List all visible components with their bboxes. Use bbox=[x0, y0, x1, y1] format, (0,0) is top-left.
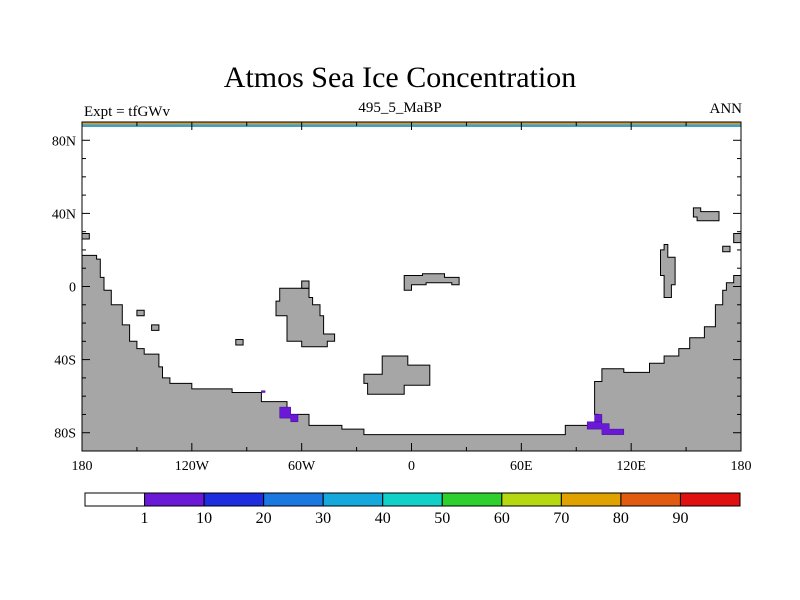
sea-ice-cell bbox=[279, 406, 299, 423]
land-region bbox=[660, 244, 676, 298]
land-region bbox=[301, 280, 310, 289]
land-region bbox=[692, 207, 720, 222]
colorbar-swatch bbox=[263, 492, 324, 507]
colorbar: 1 10 20 30 40 50 60 70 80 90 bbox=[84, 492, 741, 527]
sea-ice-cell bbox=[586, 421, 625, 435]
colorbar-label: 1 bbox=[141, 510, 149, 527]
x-tick-label: 180 bbox=[72, 459, 93, 474]
colorbar-label: 50 bbox=[434, 510, 450, 527]
land-region bbox=[81, 233, 90, 240]
colorbar-label: 80 bbox=[613, 510, 629, 527]
tick-layer: 180 120W 60W 0 60E 120E 180 80N 40N 0 40S 80S bbox=[52, 122, 752, 474]
land-region bbox=[363, 355, 431, 395]
colorbar-label: 10 bbox=[196, 510, 212, 527]
x-tick-label: 0 bbox=[408, 459, 415, 474]
land-region bbox=[235, 339, 244, 346]
land-region bbox=[151, 324, 160, 331]
x-tick-label: 120W bbox=[175, 459, 210, 474]
season-label: ANN bbox=[709, 101, 743, 117]
land-region bbox=[733, 233, 742, 244]
ice-layer bbox=[261, 390, 625, 435]
land-region bbox=[136, 309, 145, 317]
x-tick-label: 60W bbox=[288, 459, 316, 474]
colorbar-label: 70 bbox=[553, 510, 569, 527]
colorbar-swatch bbox=[203, 492, 265, 507]
land-region bbox=[403, 273, 460, 291]
colorbar-swatch bbox=[84, 492, 146, 507]
case-label: 495_5_MaBP bbox=[358, 100, 442, 116]
colorbar-swatch bbox=[144, 492, 205, 507]
colorbar-swatch bbox=[441, 492, 503, 507]
x-tick-label: 120E bbox=[616, 459, 646, 474]
colorbar-swatch bbox=[560, 492, 622, 507]
y-tick-label: 80S bbox=[54, 427, 76, 442]
land-region bbox=[275, 287, 336, 348]
colorbar-swatch bbox=[679, 492, 741, 507]
colorbar-swatch bbox=[620, 492, 681, 507]
colorbar-label: 60 bbox=[494, 510, 510, 527]
land-region bbox=[722, 245, 731, 253]
x-tick-label: 60E bbox=[510, 459, 533, 474]
y-tick-label: 40N bbox=[52, 207, 76, 222]
sea-ice-cell bbox=[261, 390, 266, 393]
y-tick-label: 40S bbox=[54, 354, 76, 369]
sea-ice-cell bbox=[594, 414, 603, 423]
colorbar-swatch bbox=[382, 492, 443, 507]
colorbar-label: 40 bbox=[375, 510, 391, 527]
land-region bbox=[81, 254, 742, 452]
colorbar-swatch bbox=[322, 492, 384, 507]
colorbar-label: 90 bbox=[672, 510, 688, 527]
colorbar-label: 30 bbox=[315, 510, 331, 527]
land-layer bbox=[81, 207, 742, 452]
x-tick-label: 180 bbox=[731, 459, 752, 474]
experiment-label: Expt = tfGWv bbox=[84, 104, 170, 120]
y-tick-label: 0 bbox=[69, 281, 76, 296]
colorbar-swatch bbox=[501, 492, 562, 507]
chart-title: Atmos Sea Ice Concentration bbox=[223, 61, 577, 94]
y-tick-label: 80N bbox=[52, 134, 76, 149]
colorbar-label: 20 bbox=[256, 510, 272, 527]
